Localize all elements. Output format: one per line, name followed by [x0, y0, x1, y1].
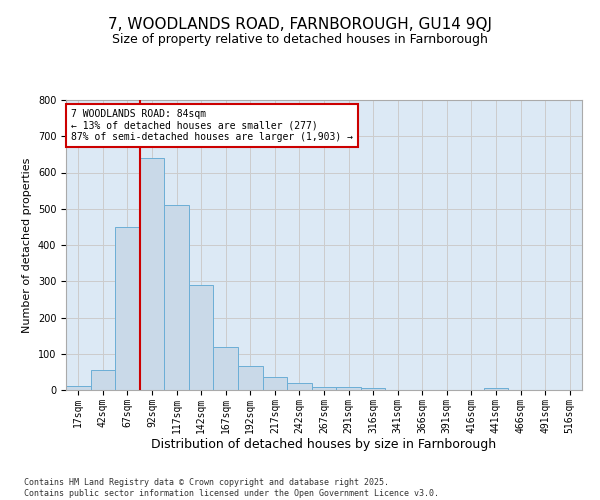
Bar [115, 227, 140, 390]
Bar [140, 158, 164, 390]
Bar [484, 388, 508, 390]
Text: 7 WOODLANDS ROAD: 84sqm
← 13% of detached houses are smaller (277)
87% of semi-d: 7 WOODLANDS ROAD: 84sqm ← 13% of detache… [71, 108, 353, 142]
Bar [238, 366, 263, 390]
Bar [91, 370, 115, 390]
Bar [214, 346, 238, 390]
Text: Contains HM Land Registry data © Crown copyright and database right 2025.
Contai: Contains HM Land Registry data © Crown c… [24, 478, 439, 498]
Bar [361, 388, 385, 390]
Bar [164, 205, 189, 390]
Text: 7, WOODLANDS ROAD, FARNBOROUGH, GU14 9QJ: 7, WOODLANDS ROAD, FARNBOROUGH, GU14 9QJ [108, 18, 492, 32]
Bar [189, 285, 214, 390]
Y-axis label: Number of detached properties: Number of detached properties [22, 158, 32, 332]
Text: Size of property relative to detached houses in Farnborough: Size of property relative to detached ho… [112, 32, 488, 46]
Bar [312, 387, 336, 390]
Bar [336, 387, 361, 390]
X-axis label: Distribution of detached houses by size in Farnborough: Distribution of detached houses by size … [151, 438, 497, 452]
Bar [287, 383, 312, 390]
Bar [66, 386, 91, 390]
Bar [263, 378, 287, 390]
